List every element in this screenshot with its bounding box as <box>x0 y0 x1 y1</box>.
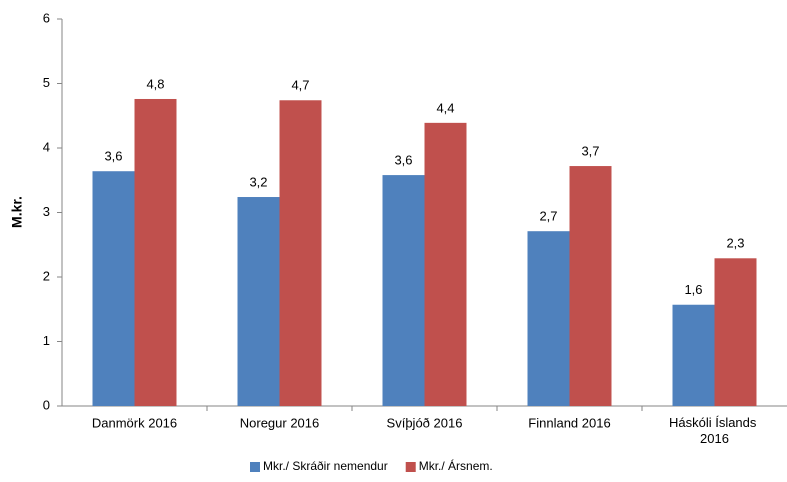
x-tick-label: Svíþjóð 2016 <box>387 415 463 430</box>
x-tick-label: Danmörk 2016 <box>92 415 177 430</box>
legend-swatch <box>250 462 260 472</box>
x-tick-label-line: 2016 <box>700 431 729 446</box>
bar <box>237 197 280 406</box>
y-tick-label: 6 <box>43 10 50 25</box>
y-tick-label: 4 <box>43 139 50 154</box>
x-tick-label: Finnland 2016 <box>528 415 610 430</box>
data-label: 4,8 <box>146 76 164 91</box>
bar <box>672 304 715 406</box>
x-tick-label: Noregur 2016 <box>240 415 320 430</box>
legend-swatch <box>405 462 416 472</box>
bar <box>424 122 467 406</box>
data-label: 3,6 <box>104 149 122 164</box>
bar <box>714 258 757 406</box>
legend-label: Mkr./ Ársnem. <box>419 458 493 473</box>
x-tick-label-line: Háskóli Íslands <box>669 415 760 430</box>
y-tick-label: 1 <box>43 333 50 348</box>
y-tick-label: 3 <box>43 204 50 219</box>
legend-label: Mkr./ Skráðir nemendur <box>263 459 388 473</box>
bar <box>527 231 570 406</box>
y-tick-label: 2 <box>43 268 50 283</box>
bar <box>569 166 612 406</box>
bar <box>134 98 177 406</box>
y-axis-label: M.kr. <box>9 196 25 228</box>
bar <box>279 100 322 407</box>
bar <box>382 175 425 406</box>
data-label: 2,7 <box>539 209 557 224</box>
data-label: 3,7 <box>581 143 599 158</box>
data-label: 2,3 <box>726 236 744 251</box>
data-label: 4,4 <box>436 100 454 115</box>
y-tick-label: 0 <box>43 397 50 412</box>
data-label: 4,7 <box>291 78 309 93</box>
data-label: 3,2 <box>249 174 267 189</box>
y-tick-label: 5 <box>43 75 50 90</box>
bar <box>92 171 135 406</box>
data-label: 1,6 <box>684 282 702 297</box>
x-tick-label: Háskóli Íslands 2016 <box>669 415 760 446</box>
data-label: 3,6 <box>394 153 412 168</box>
